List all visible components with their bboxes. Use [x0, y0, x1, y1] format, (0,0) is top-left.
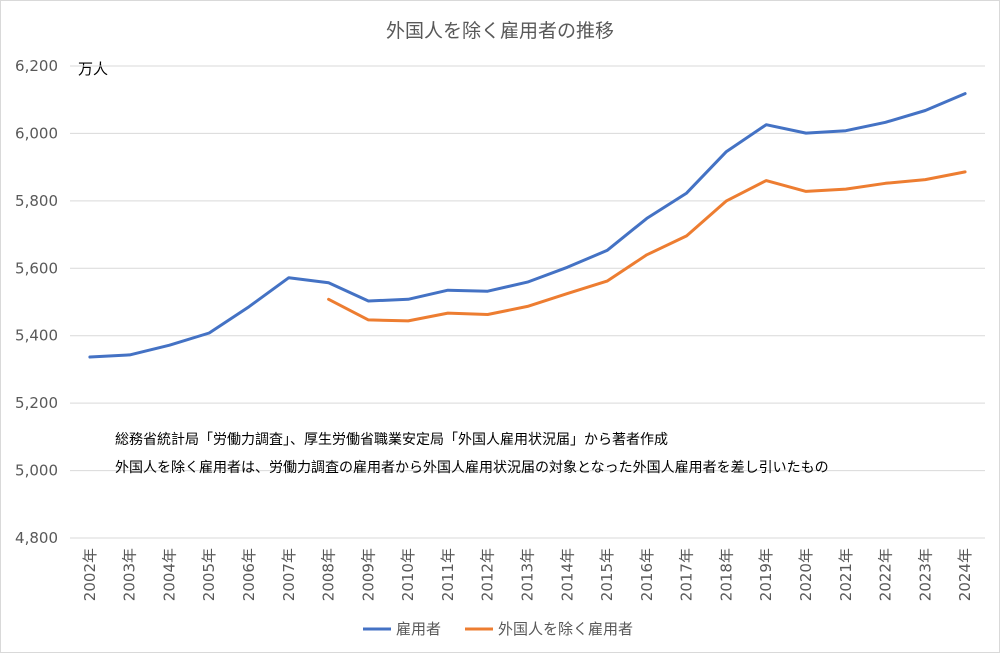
y-tick-label: 5,400 — [15, 327, 58, 345]
chart-title: 外国人を除く雇用者の推移 — [386, 20, 614, 42]
x-tick-label: 2019年 — [757, 548, 775, 601]
x-tick-label: 2021年 — [837, 548, 855, 601]
y-unit-label: 万人 — [78, 60, 108, 78]
x-tick-label: 2007年 — [280, 548, 298, 601]
legend-label-employees: 雇用者 — [396, 620, 441, 638]
x-tick-label: 2003年 — [121, 548, 139, 601]
gridlines — [70, 65, 985, 539]
legend: 雇用者 外国人を除く雇用者 — [363, 620, 633, 638]
x-tick-label: 2024年 — [956, 548, 974, 601]
x-tick-label: 2008年 — [320, 548, 338, 601]
legend-label-employees-excl-foreigners: 外国人を除く雇用者 — [498, 620, 633, 638]
series-lines — [88, 92, 967, 359]
y-tick-label: 5,200 — [15, 394, 58, 412]
x-tick-label: 2012年 — [479, 548, 497, 601]
series-line-employees — [88, 92, 967, 359]
y-tick-label: 5,600 — [15, 259, 58, 277]
y-tick-label: 6,000 — [15, 124, 58, 142]
x-tick-label: 2017年 — [678, 548, 696, 601]
y-tick-label: 5,000 — [15, 462, 58, 480]
x-tick-label: 2006年 — [240, 548, 258, 601]
series-line-employees-excl-foreigners — [327, 170, 967, 323]
x-tick-label: 2018年 — [717, 548, 735, 601]
y-tick-label: 6,200 — [15, 57, 58, 75]
y-tick-label: 5,800 — [15, 192, 58, 210]
y-tick-label: 4,800 — [15, 529, 58, 547]
x-tick-label: 2023年 — [916, 548, 934, 601]
x-tick-label: 2016年 — [638, 548, 656, 601]
x-tick-label: 2013年 — [519, 548, 537, 601]
y-axis-ticks: 4,800 5,000 5,200 5,400 5,600 5,800 6,000 6,200 — [15, 57, 58, 547]
x-tick-label: 2009年 — [359, 548, 377, 601]
source-note: 総務省統計局「労働力調査」、厚生労働省職業安定局「外国人雇用状況届」から著者作成 — [115, 431, 668, 448]
x-tick-label: 2010年 — [399, 548, 417, 601]
x-tick-label: 2002年 — [81, 548, 99, 601]
x-tick-label: 2004年 — [160, 548, 178, 601]
x-axis-ticks: 2002年 2003年 2004年 2005年 2006年 2007年 2008年 2009年… — [81, 548, 974, 601]
x-tick-label: 2020年 — [797, 548, 815, 601]
method-note: 外国人を除く雇用者は、労働力調査の雇用者から外国人雇用状況届の対象となった外国人… — [115, 459, 829, 476]
x-tick-label: 2014年 — [558, 548, 576, 601]
x-tick-label: 2022年 — [877, 548, 895, 601]
x-tick-label: 2015年 — [598, 548, 616, 601]
x-tick-label: 2005年 — [200, 548, 218, 601]
x-tick-label: 2011年 — [439, 548, 457, 601]
